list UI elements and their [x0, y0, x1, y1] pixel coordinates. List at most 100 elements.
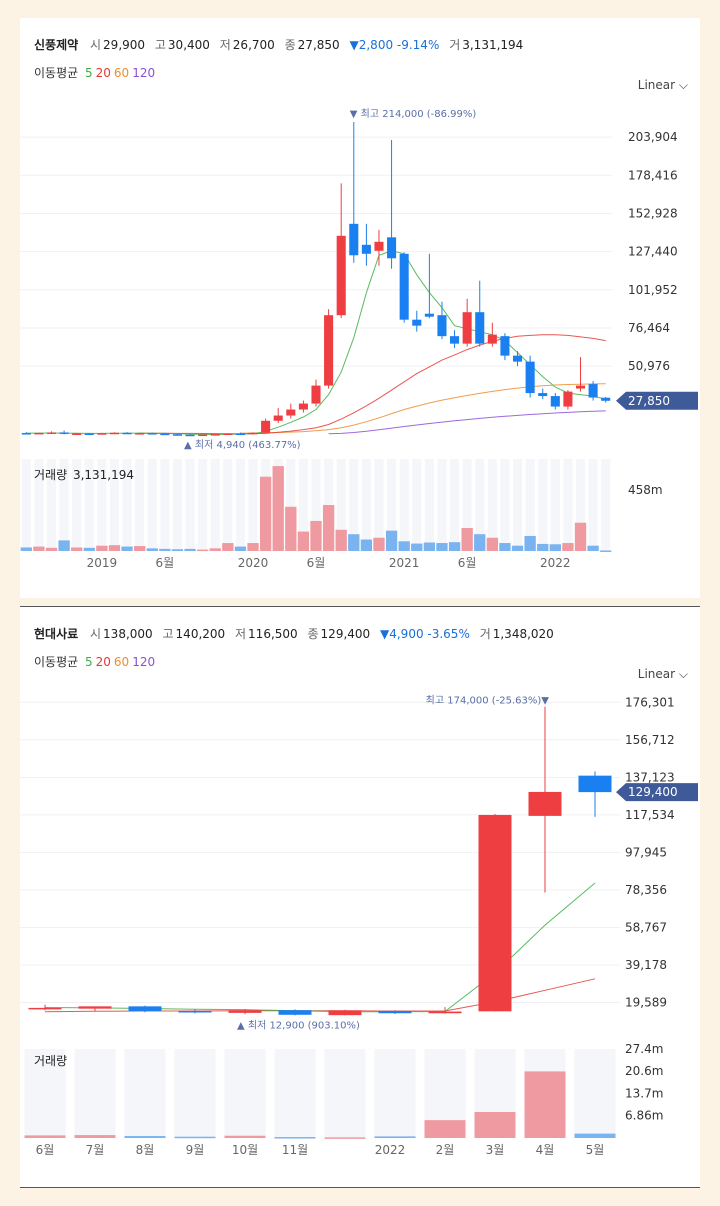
- ma-20: 20: [95, 66, 111, 80]
- candle-body: [198, 434, 208, 437]
- y-tick-label: 203,904: [628, 130, 678, 144]
- close-value: 129,400: [320, 627, 371, 641]
- stock-header: 현대사료 시 138,000 고 140,200 저 116,500 종 129,400…: [34, 625, 560, 642]
- ma-120: 120: [132, 66, 156, 80]
- price-chart-svg[interactable]: 203,904 178,416 152,928 127,440 101,952 76,46…: [20, 18, 700, 598]
- volume-bar: [524, 1071, 566, 1138]
- x-axis-label: 2019: [87, 556, 118, 570]
- volume-bar: [247, 543, 259, 551]
- volume-bar: [398, 541, 410, 551]
- volume-bg-column: [235, 459, 245, 551]
- low-value: 26,700: [232, 38, 275, 52]
- volume-bar: [259, 476, 272, 551]
- ma-60: 60: [113, 655, 130, 669]
- y-tick-label: 50,976: [628, 359, 670, 373]
- volume-bar: [524, 535, 536, 551]
- scale-label: Linear: [637, 667, 676, 681]
- volume-bar: [448, 542, 461, 551]
- volume-bar: [45, 547, 58, 551]
- high-annotation: 최고 174,000 (-25.63%)▼: [426, 695, 550, 707]
- x-axis-label: 4월: [536, 1143, 555, 1157]
- volume-bg-column: [223, 459, 233, 551]
- candle-body: [160, 433, 170, 436]
- scale-dropdown[interactable]: Linear ⌵: [638, 78, 688, 93]
- volume-bar: [499, 543, 511, 551]
- candle-body: [487, 334, 497, 344]
- volume-bg-column: [147, 459, 157, 551]
- price-chart-svg[interactable]: 176,301 156,712 137,123 117,534 97,945 78,356…: [20, 607, 700, 1187]
- volume-bar: [146, 548, 158, 551]
- high-value: 30,400: [167, 38, 210, 52]
- y-tick-label: 97,945: [625, 845, 667, 859]
- ma-line-20: [44, 978, 596, 1013]
- volume-bar: [196, 549, 209, 552]
- chart-panel-1: 신풍제약 시 29,900 고 30,400 저 26,700 종 27,850 ▼2,…: [20, 18, 700, 598]
- volume-bg-column: [361, 459, 371, 551]
- x-axis-label: 6월: [458, 556, 477, 570]
- x-axis-label: 11월: [282, 1143, 308, 1157]
- low-label: 저: [235, 627, 247, 641]
- candle-body: [588, 384, 598, 398]
- candle-body: [428, 1011, 462, 1014]
- volume-title-label: 거래량: [34, 468, 68, 482]
- volume-bg-column: [172, 459, 182, 551]
- candle-body: [78, 1006, 112, 1009]
- volume-bar: [222, 543, 234, 551]
- volume-bar: [133, 546, 146, 551]
- volume-bg-column: [135, 459, 145, 551]
- volume-bar: [574, 522, 587, 551]
- candle-body: [336, 235, 346, 316]
- volume-bg-column: [349, 459, 359, 551]
- volume-bg-column: [387, 459, 397, 551]
- volume-bg-column: [97, 459, 107, 551]
- volume-bar: [33, 546, 45, 551]
- volume-bg-column: [248, 459, 258, 551]
- volume-bar: [423, 542, 436, 551]
- volume-bar: [474, 534, 486, 551]
- volume-bg-column: [109, 459, 120, 551]
- scale-dropdown[interactable]: Linear ⌵: [638, 667, 688, 682]
- candle-body: [223, 433, 233, 436]
- volume-bar: [574, 1133, 616, 1138]
- volume-bg-column: [575, 459, 586, 551]
- candle-body: [450, 336, 460, 344]
- ma-line-5: [26, 250, 606, 436]
- high-value: 140,200: [175, 627, 226, 641]
- x-axis-label: 2021: [389, 556, 420, 570]
- volume-bg-column: [424, 459, 434, 551]
- volume-bg-column: [21, 459, 31, 551]
- volume-bar: [411, 543, 423, 551]
- volume-bg-column: [500, 459, 510, 551]
- stock-name: 신풍제약: [34, 38, 79, 52]
- volume-bg-column: [487, 459, 497, 551]
- candle-body: [46, 432, 57, 434]
- current-price-tag: [616, 391, 698, 410]
- volume-bg-column: [72, 459, 82, 551]
- low-annotation: ▲ 최저 4,940 (463.77%): [184, 439, 301, 451]
- volume-bg-column: [563, 459, 573, 551]
- y-tick-label: 58,767: [625, 920, 667, 934]
- y-tick-label: 156,712: [625, 733, 675, 747]
- candle-body: [525, 361, 535, 394]
- volume-bar: [562, 543, 574, 551]
- volume-bar: [234, 546, 247, 551]
- volume-bar: [537, 543, 549, 551]
- candle-body: [122, 432, 132, 435]
- high-label: 고: [154, 38, 166, 52]
- candle-body: [550, 396, 560, 407]
- low-label: 저: [219, 38, 231, 52]
- candle-body: [500, 336, 510, 356]
- candle-body: [378, 1010, 412, 1014]
- volume-bg-column: [450, 459, 460, 551]
- volume-bg-column: [336, 459, 346, 551]
- y-tick-label: 19,589: [625, 996, 667, 1010]
- candle-body: [298, 403, 308, 410]
- volume-bar: [322, 505, 335, 551]
- volume-bar: [461, 528, 473, 551]
- volume-tick-label: 458m: [628, 483, 663, 497]
- volume-title-value: 3,131,194: [72, 468, 135, 482]
- volume-tick-label: 13.7m: [625, 1087, 663, 1101]
- volume-bar: [209, 548, 221, 551]
- ma-5: 5: [85, 66, 93, 80]
- chart-panel-2: 현대사료 시 138,000 고 140,200 저 116,500 종 129,400…: [20, 606, 700, 1188]
